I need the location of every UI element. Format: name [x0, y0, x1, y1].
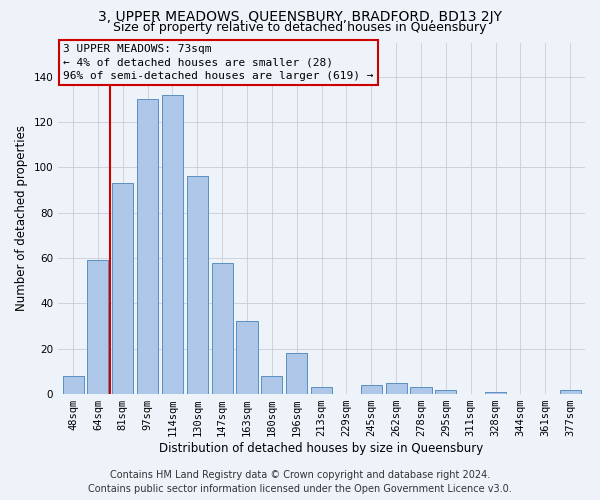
Bar [236, 322, 257, 394]
Bar [560, 390, 581, 394]
Bar [410, 388, 431, 394]
Bar [112, 183, 133, 394]
Bar [162, 94, 183, 394]
Bar [62, 376, 83, 394]
X-axis label: Distribution of detached houses by size in Queensbury: Distribution of detached houses by size … [160, 442, 484, 455]
Text: 3 UPPER MEADOWS: 73sqm
← 4% of detached houses are smaller (28)
96% of semi-deta: 3 UPPER MEADOWS: 73sqm ← 4% of detached … [64, 44, 374, 80]
Bar [262, 376, 283, 394]
Bar [361, 385, 382, 394]
Bar [212, 262, 233, 394]
Text: 3, UPPER MEADOWS, QUEENSBURY, BRADFORD, BD13 2JY: 3, UPPER MEADOWS, QUEENSBURY, BRADFORD, … [98, 10, 502, 24]
Bar [485, 392, 506, 394]
Bar [286, 354, 307, 394]
Bar [386, 382, 407, 394]
Bar [137, 99, 158, 394]
Bar [435, 390, 457, 394]
Bar [187, 176, 208, 394]
Text: Contains HM Land Registry data © Crown copyright and database right 2024.
Contai: Contains HM Land Registry data © Crown c… [88, 470, 512, 494]
Y-axis label: Number of detached properties: Number of detached properties [15, 126, 28, 312]
Text: Size of property relative to detached houses in Queensbury: Size of property relative to detached ho… [113, 21, 487, 34]
Bar [311, 388, 332, 394]
Bar [88, 260, 109, 394]
